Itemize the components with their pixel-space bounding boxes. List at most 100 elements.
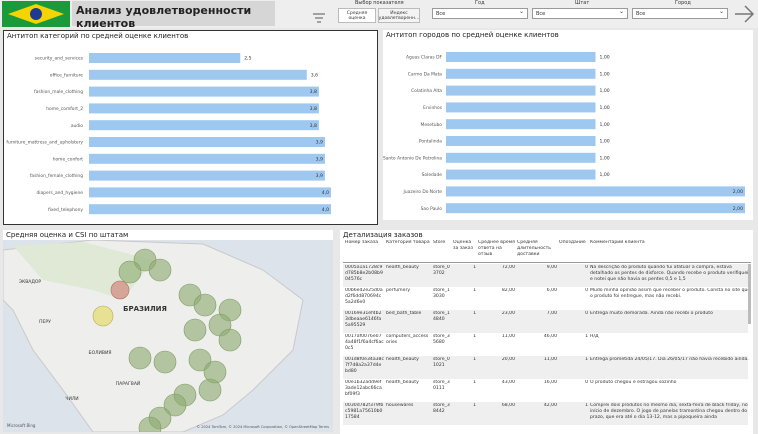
map-label: БОЛИВИЯ [89, 350, 112, 356]
category-label: Juazeiro Do Norte [403, 189, 443, 195]
category-label: fashion_female_clothing [30, 173, 83, 179]
filter-label: Город [675, 0, 691, 6]
table-cell: 9,00 [546, 265, 557, 270]
value-label: 3,8 [310, 123, 317, 129]
value-label: 3,8 [310, 106, 317, 112]
column-header: Комментарий клиента [590, 240, 645, 245]
table-cell: 1 [473, 265, 476, 270]
table-cell: 0 [585, 311, 588, 316]
bar-chart: security_and_services 2,5 office_furniture… [6, 53, 331, 215]
filter-dropdown[interactable]: Все [432, 8, 528, 19]
table-cell: 1 [473, 357, 476, 362]
bar [89, 170, 325, 181]
column-header: Опоздание [559, 240, 586, 245]
map-label: БРАЗИЛИЯ [123, 305, 167, 313]
value-label: 3,9 [316, 173, 323, 179]
table-cell: 00b6ed2e25d0ad2f6dd870694c5a2d6e0 [345, 288, 383, 305]
state-bubble [128, 346, 152, 370]
state-bubble [183, 318, 207, 342]
category-label: furniture_mattress_and_upholstery [6, 140, 83, 146]
category-label: Aguas Claras DF [406, 55, 442, 61]
category-label: audio [71, 123, 83, 129]
column-header: Номер заказа [345, 240, 379, 245]
category-label: diapers_and_hygiene [36, 190, 83, 196]
table-cell: store_14840 [433, 311, 450, 322]
bar [89, 120, 319, 131]
value-label: 1,00 [600, 88, 610, 94]
table-cell: 11,00 [543, 357, 557, 362]
flag-logo [2, 1, 70, 27]
table-cell: 16,00 [543, 380, 557, 385]
table-cell: 0 [585, 265, 588, 270]
bar [446, 152, 596, 163]
table-cell: 20,00 [501, 357, 515, 362]
map-land [3, 240, 304, 432]
table-cell: 6,00 [546, 288, 557, 293]
table-cell: computers_accessories [386, 334, 429, 345]
bar [89, 204, 331, 215]
row-stripe [343, 264, 748, 287]
chart-title: Антитоп городов по средней оценке клиент… [386, 31, 559, 39]
table-cell: 0 [585, 380, 588, 385]
state-bubble [198, 378, 222, 402]
city-chart-panel: Антитоп городов по средней оценке клиент… [383, 30, 753, 220]
filter-icon[interactable] [312, 12, 326, 24]
value-label: 1,00 [600, 55, 610, 61]
scrollbar [748, 264, 751, 324]
filter-dropdown[interactable]: Все [532, 8, 628, 19]
column-header: Store [433, 240, 446, 245]
state-bubble [92, 305, 114, 327]
category-label: Carmo Da Mata [408, 71, 443, 77]
table-cell: 68,00 [501, 403, 515, 408]
state-bubble [148, 258, 172, 282]
row-stripe [343, 402, 748, 425]
table-cell: store_35680 [433, 334, 450, 345]
map-label: ПАРАГВАЙ [116, 380, 141, 387]
filter-dropdown[interactable]: Все [632, 8, 728, 19]
table-cell: 001d8f0e34a38c7f7d8a2a37d4ebd80 [345, 357, 384, 374]
bar [446, 85, 596, 96]
bar [446, 119, 596, 130]
filter-label: Год [475, 0, 485, 6]
category-label: Mesetubo [421, 122, 443, 128]
bar [89, 69, 307, 80]
table-cell: 7,00 [546, 311, 557, 316]
table-cell: health_beauty [386, 265, 419, 270]
bar [446, 52, 596, 62]
state-bubble [193, 293, 217, 317]
bar [446, 102, 596, 113]
bar [89, 137, 325, 147]
dashboard-title: Анализ удовлетворенности клиентов [72, 1, 275, 30]
row-stripe [343, 356, 748, 379]
value-label: 2,00 [733, 206, 743, 212]
column-header: Среднее время ответа на отзыв [478, 240, 515, 257]
map-label: ЭКВАДОР [19, 279, 42, 285]
table-panel: Детализация заказов Номер заказа Категори… [340, 230, 753, 434]
table-cell: 0017af0076e074a48f1f6a4cf6ac0c5 [345, 334, 384, 351]
table-cell: bed_bath_table [386, 311, 422, 316]
table-cell: Comprei dois produtos no mesmo dia, sext… [590, 403, 748, 420]
table-cell: health_beauty [386, 357, 419, 362]
metric-button[interactable]: Средняя оценка [338, 8, 376, 23]
value-label: 1,00 [600, 105, 610, 111]
bar-chart: Aguas Claras DF 1,00 Carmo Da Mata 1,00 Cola… [383, 52, 745, 214]
value-label: 1,00 [600, 122, 610, 128]
table-cell: 72,00 [501, 265, 515, 270]
table-cell: 1 [585, 403, 588, 408]
map-label: ПЕРУ [39, 319, 51, 325]
bar [89, 187, 331, 198]
row-stripe [343, 310, 748, 333]
table-cell: 0030d782f379fbc5981a75610b017584 [345, 403, 384, 420]
category-label: Sao Paulo [421, 206, 443, 212]
category-label: Ervinhos [423, 105, 443, 111]
category-label: Santo Antonio De Petrolina [383, 155, 442, 161]
value-label: 3,6 [311, 72, 318, 78]
bar [89, 86, 319, 97]
metric-button[interactable]: Индекс удовлетворенн... [378, 8, 420, 23]
table-cell: 1 [473, 334, 476, 339]
bar [446, 169, 596, 180]
next-arrow[interactable] [733, 4, 755, 24]
value-label: 2,00 [733, 189, 743, 195]
table-cell: 42,00 [543, 403, 557, 408]
category-label: Pontalinda [419, 139, 442, 145]
